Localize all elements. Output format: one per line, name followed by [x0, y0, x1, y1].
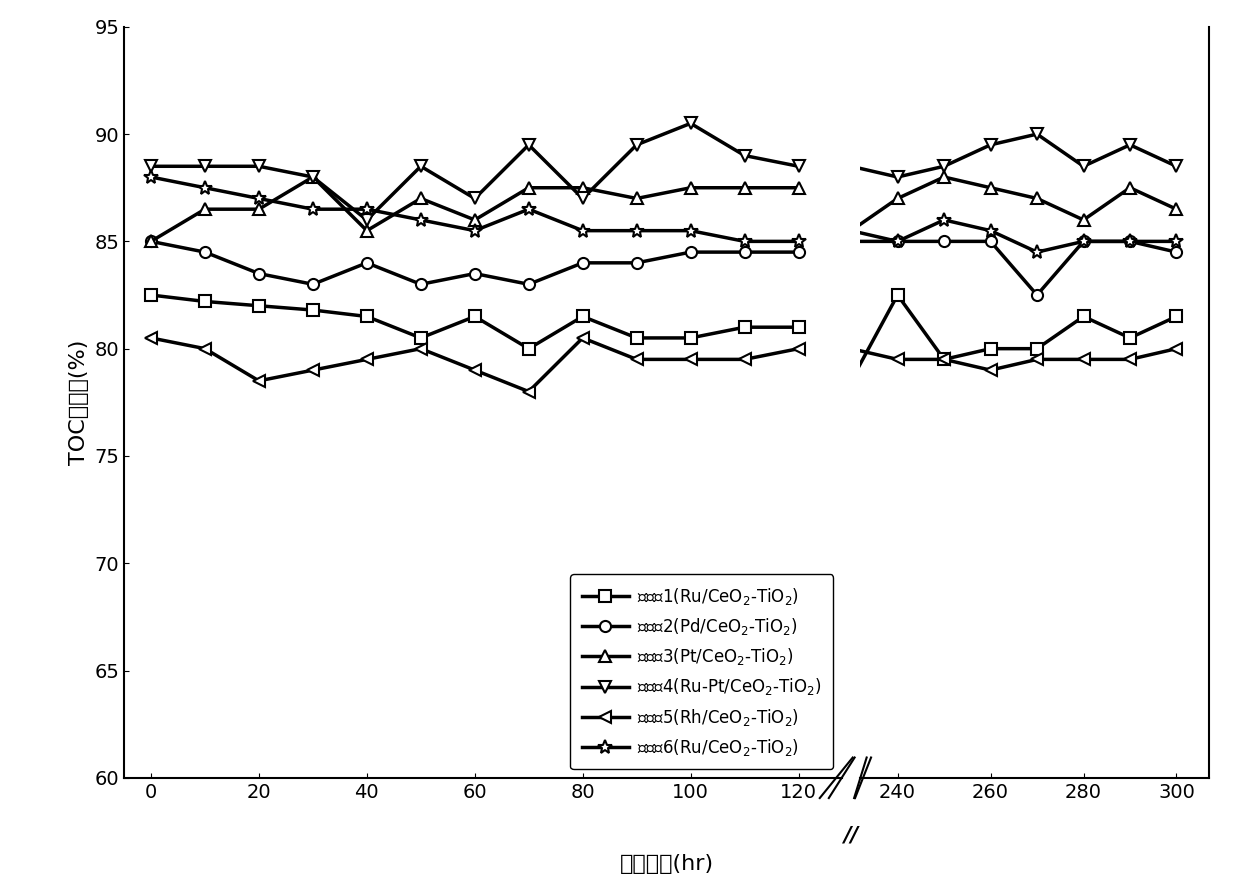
Legend: 实施例1(Ru/CeO$_2$-TiO$_2$), 实施例2(Pd/CeO$_2$-TiO$_2$), 实施例3(Pt/CeO$_2$-TiO$_2$), 实施: 实施例1(Ru/CeO$_2$-TiO$_2$), 实施例2(Pd/CeO$_2…: [570, 574, 833, 770]
Text: 运行时间(hr): 运行时间(hr): [620, 855, 714, 874]
Text: //: //: [843, 826, 858, 846]
Y-axis label: TOC去除率(%): TOC去除率(%): [68, 340, 89, 465]
